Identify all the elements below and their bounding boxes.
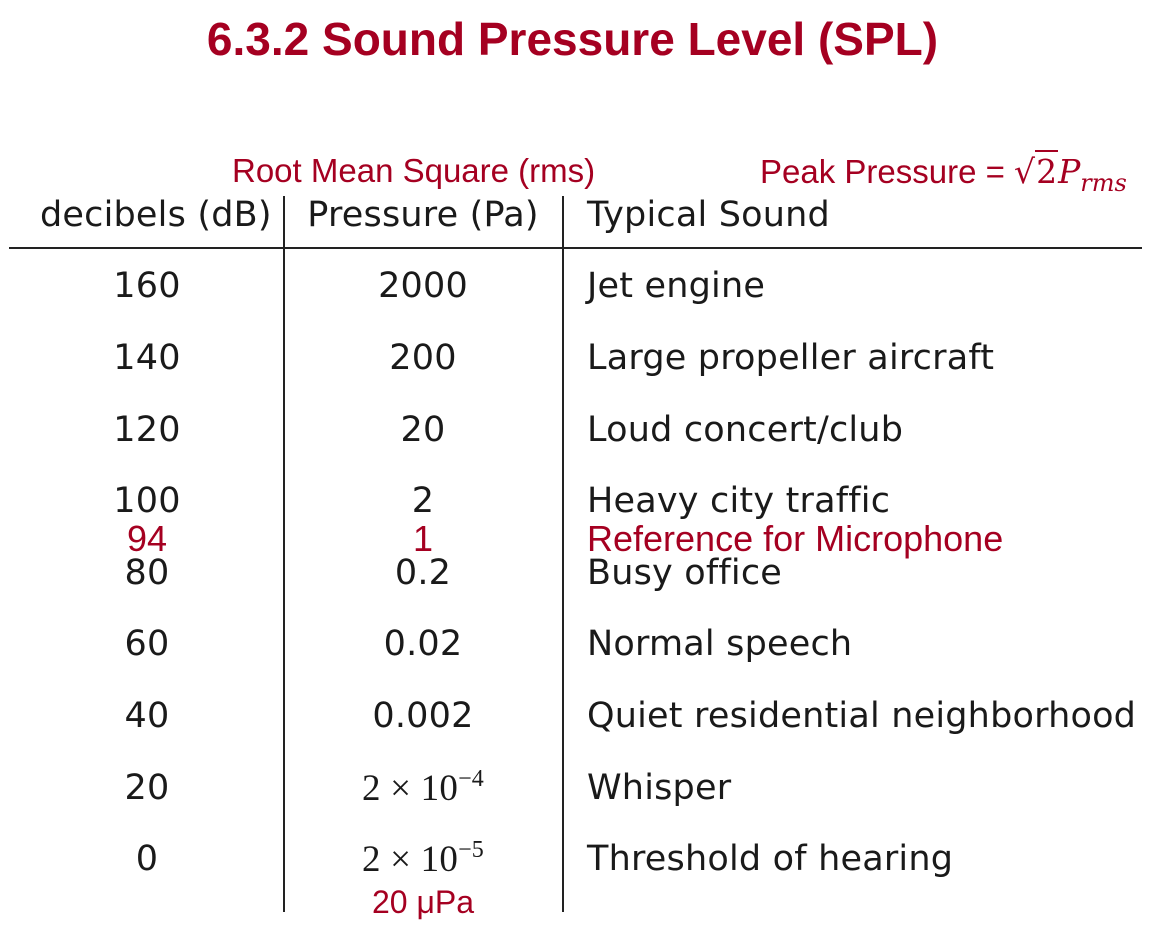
pressure-cell: 20 xyxy=(400,410,446,450)
pressure-cell: 0.02 xyxy=(383,624,463,664)
peak-pressure-label: Peak Pressure = xyxy=(760,153,1015,190)
sound-cell: Whisper xyxy=(587,768,732,808)
header-rule xyxy=(9,247,1142,249)
sound-cell-reference: Reference for Microphone xyxy=(587,518,1004,559)
peak-pressure-formula: √2Prms xyxy=(1014,150,1127,197)
db-cell-reference: 94 xyxy=(126,518,168,559)
db-cell: 60 xyxy=(124,624,170,664)
column-divider-1 xyxy=(283,196,285,912)
formula-subscript: rms xyxy=(1080,169,1127,197)
header-pressure: Pressure (Pa) xyxy=(307,195,539,235)
db-cell: 0 xyxy=(135,839,159,879)
pressure-mantissa: 2 × 10 xyxy=(361,839,459,880)
db-cell: 160 xyxy=(113,266,181,306)
rms-annotation: Root Mean Square (rms) xyxy=(232,152,596,189)
header-decibels: decibels (dB) xyxy=(40,195,272,235)
db-cell: 20 xyxy=(124,768,170,808)
db-cell: 120 xyxy=(113,410,181,450)
threshold-pressure-annotation: 20 μPa xyxy=(371,884,475,920)
sound-cell: Normal speech xyxy=(587,624,853,664)
pressure-exponent: −4 xyxy=(458,766,484,792)
column-divider-2 xyxy=(562,196,564,912)
sound-cell: Large propeller aircraft xyxy=(587,338,995,378)
pressure-cell: 2 × 10−4 xyxy=(294,766,552,810)
sound-cell: Threshold of hearing xyxy=(587,839,954,879)
pressure-mantissa: 2 × 10 xyxy=(361,768,459,809)
header-typical-sound: Typical Sound xyxy=(587,195,830,235)
db-cell: 140 xyxy=(113,338,181,378)
pressure-cell-reference: 1 xyxy=(412,518,434,559)
sound-cell: Busy office xyxy=(587,553,783,593)
pressure-cell: 0.2 xyxy=(394,553,452,593)
pressure-cell: 2000 xyxy=(378,266,468,306)
db-cell: 40 xyxy=(124,696,170,736)
formula-variable: P xyxy=(1058,152,1081,191)
page-title: 6.3.2 Sound Pressure Level (SPL) xyxy=(206,13,939,65)
db-cell: 100 xyxy=(113,481,181,521)
pressure-cell: 2 × 10−5 xyxy=(294,837,552,881)
sound-cell: Jet engine xyxy=(587,266,766,306)
db-cell: 80 xyxy=(124,553,170,593)
pressure-cell: 200 xyxy=(389,338,457,378)
sqrt-radicand: 2 xyxy=(1035,150,1059,191)
pressure-cell: 2 xyxy=(411,481,435,521)
sound-cell: Heavy city traffic xyxy=(587,481,891,521)
pressure-exponent: −5 xyxy=(458,837,484,863)
pressure-cell: 0.002 xyxy=(372,696,474,736)
peak-pressure-annotation: Peak Pressure = √2Prms xyxy=(760,150,1127,197)
sound-cell: Loud concert/club xyxy=(587,410,904,450)
sound-cell: Quiet residential neighborhood xyxy=(587,696,1137,736)
